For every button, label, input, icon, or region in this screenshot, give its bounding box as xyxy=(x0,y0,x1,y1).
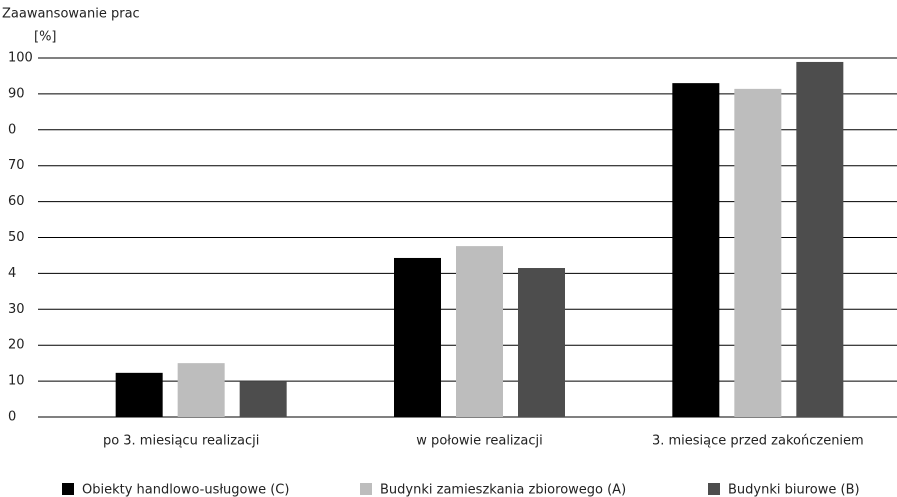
legend-label: Obiekty handlowo-usługowe (C) xyxy=(82,483,289,497)
bar xyxy=(177,363,225,417)
y-tick-label: 10 xyxy=(8,374,25,389)
y-tick-label: 20 xyxy=(8,338,25,353)
bar xyxy=(734,88,782,418)
bar xyxy=(394,257,441,417)
bar xyxy=(239,381,287,417)
legend-swatch xyxy=(62,483,74,495)
bar xyxy=(115,372,163,417)
bar xyxy=(518,268,565,417)
y-axis-unit: [%] xyxy=(34,30,57,45)
legend-swatch xyxy=(360,483,372,495)
y-tick-label: 50 xyxy=(8,230,25,245)
legend-label: Budynki biurowe (B) xyxy=(728,483,860,497)
y-tick-label: 60 xyxy=(8,194,25,209)
y-tick-label: 90 xyxy=(8,86,25,101)
y-tick-label: 100 xyxy=(8,51,33,66)
x-tick-label: po 3. miesiącu realizacji xyxy=(103,434,259,449)
y-tick-label: 30 xyxy=(8,302,25,317)
y-axis-title: Zaawansowanie prac xyxy=(2,7,140,22)
bar xyxy=(796,61,844,417)
y-tick-label: 4 xyxy=(8,266,16,281)
legend-swatch xyxy=(708,483,720,495)
x-tick-label: w połowie realizacji xyxy=(416,434,542,449)
legend-label: Budynki zamieszkania zbiorowego (A) xyxy=(380,483,626,497)
bar xyxy=(456,246,503,417)
y-tick-label: 0 xyxy=(8,122,16,137)
x-tick-label: 3. miesiące przed zakończeniem xyxy=(652,434,864,449)
y-tick-label: 0 xyxy=(8,410,16,425)
bar xyxy=(672,83,720,417)
y-tick-label: 70 xyxy=(8,158,25,173)
